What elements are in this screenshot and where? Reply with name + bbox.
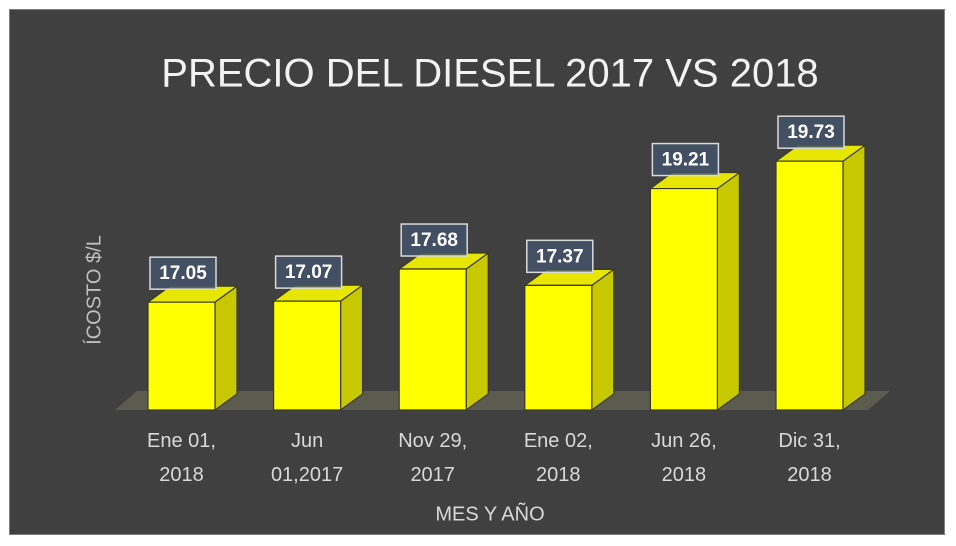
data-label-box xyxy=(400,223,468,257)
bar xyxy=(522,268,616,412)
bar xyxy=(774,144,867,412)
data-label-box xyxy=(651,142,720,177)
bar-front xyxy=(398,268,467,411)
bar-side xyxy=(340,283,364,412)
bar xyxy=(146,284,239,412)
bar-side xyxy=(842,144,866,412)
bar-front xyxy=(775,160,844,411)
x-tick-label: Jun 26, 2018 xyxy=(651,430,717,486)
bar-side xyxy=(465,251,489,412)
data-label-box xyxy=(526,239,594,274)
bar xyxy=(397,251,491,412)
bar-side xyxy=(591,268,615,412)
x-tick-label: Dic 31, 2018 xyxy=(778,430,841,486)
x-tick-label: Ene 01, 2018 xyxy=(147,430,216,486)
bar-side xyxy=(214,284,238,412)
bar-front xyxy=(147,301,216,411)
y-axis-label: ÍCOSTO $/L xyxy=(82,235,105,345)
data-label: 17.07 xyxy=(285,262,333,283)
x-tick-label: Nov 29, 2017 xyxy=(398,430,468,486)
x-axis-label: MES Y AÑO xyxy=(435,501,544,525)
data-label: 19.73 xyxy=(787,122,835,143)
bar-side xyxy=(716,171,741,412)
data-label: 19.21 xyxy=(662,150,710,171)
bar-front xyxy=(649,187,719,411)
x-tick-label: Ene 02, 2018 xyxy=(523,430,593,486)
data-label: 17.68 xyxy=(410,230,458,251)
bar-front xyxy=(524,284,593,411)
x-tick-label: Jun 01,2017 xyxy=(270,430,344,486)
chart-title: PRECIO DEL DIESEL 2017 VS 2018 xyxy=(161,52,818,96)
data-label: 17.05 xyxy=(159,263,207,284)
data-label: 17.37 xyxy=(536,246,584,267)
data-label-box xyxy=(149,256,217,290)
bar xyxy=(648,171,742,412)
bar xyxy=(271,283,365,412)
data-label-box xyxy=(777,115,845,149)
bar-front xyxy=(273,300,342,411)
data-label-box xyxy=(274,255,343,289)
